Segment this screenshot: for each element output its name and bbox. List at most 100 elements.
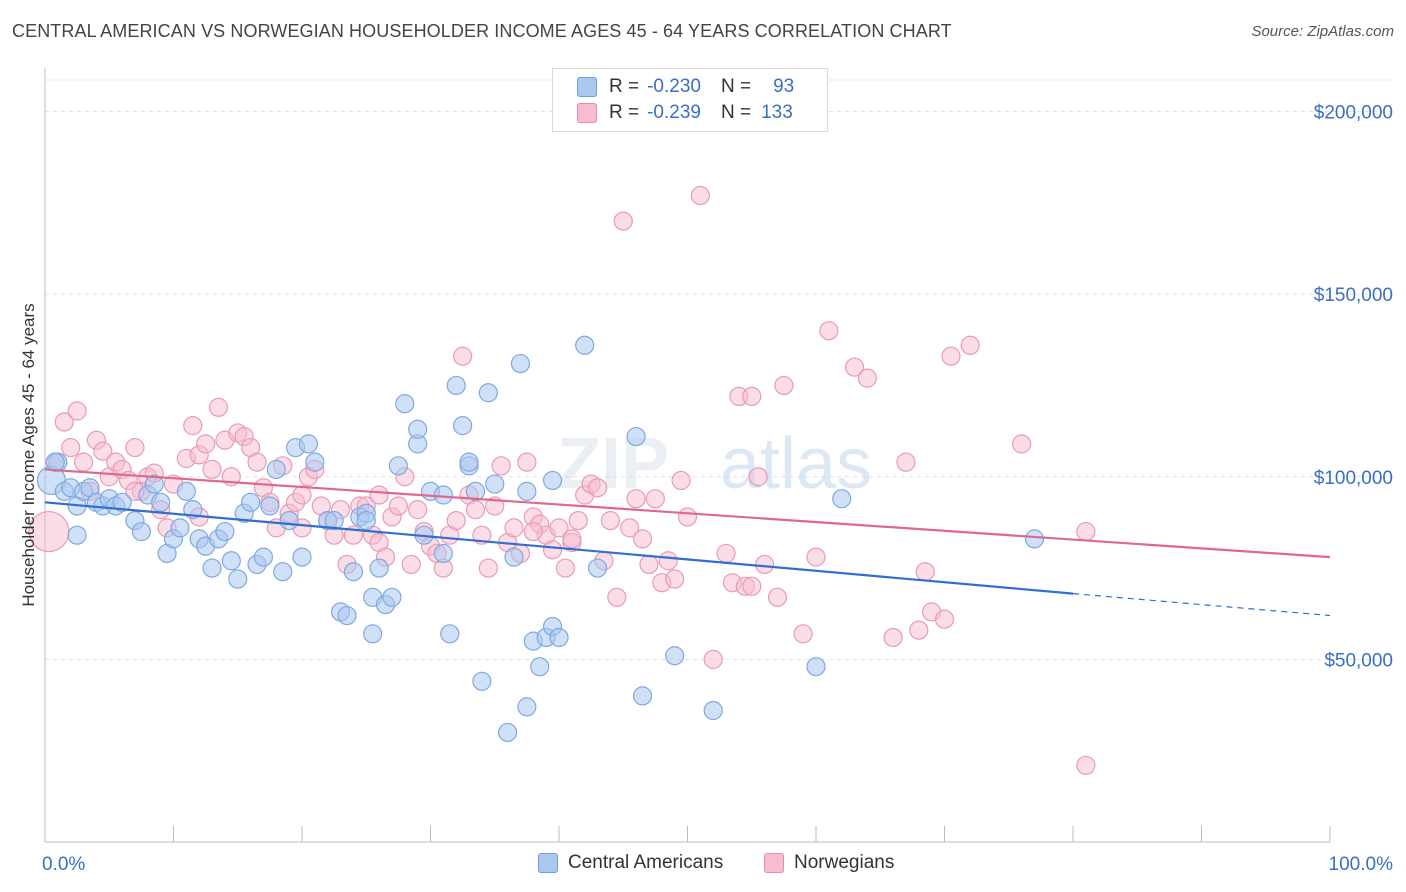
legend-n-label: N = <box>720 76 752 97</box>
legend-swatch-blue <box>577 77 597 97</box>
watermark-atlas: atlas <box>720 424 872 504</box>
legend-n-label: N = <box>720 102 752 123</box>
norwegians-point <box>677 507 698 527</box>
bottom-legend-norwegians: Norwegians <box>764 852 894 874</box>
norwegians-point <box>247 452 267 472</box>
central-americans-point <box>343 562 363 582</box>
legend-n-value: 93 <box>773 76 795 97</box>
central-americans-point <box>542 470 563 491</box>
norwegians-point <box>491 456 511 476</box>
norwegians-point <box>1076 755 1096 775</box>
norwegians-point <box>369 485 389 505</box>
bottom-legend-swatch-blue <box>538 853 558 873</box>
norwegians-point <box>517 452 537 472</box>
x-tick-label-max: 100.0% <box>1329 854 1394 875</box>
central-americans-point <box>433 485 453 505</box>
legend-row-norwegians: R = -0.239 N = 133 <box>577 101 793 125</box>
y-axis-label: Householder Income Ages 45 - 64 years <box>19 303 38 606</box>
central-americans-point <box>112 492 132 512</box>
y-tick-label: $200,000 <box>1314 103 1393 124</box>
norwegians-point <box>208 397 229 417</box>
norwegians-point <box>754 554 775 575</box>
norwegians-point <box>819 321 839 341</box>
norwegians-point <box>54 412 74 432</box>
legend-r-value: -0.230 <box>647 76 701 97</box>
norwegians-point <box>915 562 935 582</box>
central-americans-point <box>832 489 852 509</box>
norwegians-point <box>748 467 768 487</box>
central-americans-point <box>510 353 531 374</box>
norwegians-point <box>465 500 486 520</box>
central-americans-point <box>144 474 164 494</box>
central-americans-point <box>170 518 190 538</box>
gridlines <box>45 79 1395 660</box>
y-tick-label: $50,000 <box>1324 650 1393 671</box>
norwegians-point <box>562 529 582 549</box>
central-americans-point <box>292 547 312 567</box>
central-americans-point <box>459 452 479 472</box>
central-americans-point <box>388 456 408 476</box>
norwegians-point <box>478 558 498 578</box>
norwegians-point <box>549 518 569 538</box>
norwegians-point <box>620 518 640 538</box>
norwegians-point <box>934 609 955 629</box>
central-americans-point <box>298 434 319 454</box>
norwegians-point <box>401 554 421 575</box>
bottom-legend-label: Norwegians <box>794 852 895 873</box>
norwegians-point <box>639 554 659 575</box>
norwegians-point <box>61 437 81 458</box>
central-americans-point <box>433 543 453 564</box>
norwegians-point <box>960 335 980 355</box>
chart-title: CENTRAL AMERICAN VS NORWEGIAN HOUSEHOLDE… <box>12 21 952 41</box>
central-americans-point <box>260 496 280 516</box>
central-americans-point <box>67 525 87 545</box>
norwegians-trend-line <box>44 468 1331 559</box>
central-americans-point <box>221 551 241 571</box>
central-americans-point <box>241 492 261 512</box>
central-americans-point <box>369 558 389 578</box>
central-americans-point <box>363 624 383 644</box>
central-americans-point <box>395 394 415 414</box>
norwegians-point <box>196 434 216 454</box>
norwegians-point <box>388 496 408 516</box>
central-americans-point <box>703 700 723 721</box>
norwegians-point <box>645 489 665 509</box>
norwegians-point <box>183 416 203 436</box>
bottom-legend-central-americans: Central Americans <box>538 852 723 874</box>
legend-r-label: R = <box>609 102 640 123</box>
axes <box>44 68 1331 843</box>
central-americans-point <box>337 605 357 626</box>
central-americans-point <box>517 481 537 501</box>
central-americans-point <box>632 686 653 706</box>
norwegians-point <box>453 346 473 366</box>
norwegians-point <box>896 452 916 472</box>
central-americans-point <box>45 452 65 472</box>
norwegians-point <box>292 485 312 505</box>
central-americans-point <box>1024 529 1045 549</box>
central-americans-point <box>408 419 428 439</box>
norwegians-point <box>504 518 524 538</box>
central-americans-trend-line <box>44 501 1074 595</box>
norwegians-point <box>125 437 145 458</box>
central-americans-point <box>453 416 473 436</box>
central-americans-point <box>356 510 376 531</box>
central-americans-point <box>478 383 498 403</box>
central-americans-point <box>382 587 402 607</box>
central-americans-point <box>485 474 505 494</box>
bottom-legend-label: Central Americans <box>568 852 724 873</box>
central-americans-point <box>498 722 518 743</box>
central-americans-point <box>517 697 537 717</box>
central-americans-point <box>253 547 274 567</box>
norwegians-point <box>632 529 653 549</box>
correlation-legend: R = -0.230 N = 93 R = -0.239 N = 133 <box>552 68 828 132</box>
central-americans-point <box>273 562 293 582</box>
norwegians-point <box>857 368 878 388</box>
central-americans-point <box>215 521 235 542</box>
norwegians-point <box>555 558 576 578</box>
central-americans-point <box>504 547 524 567</box>
norwegians-point <box>73 452 94 472</box>
legend-n-value: 133 <box>761 102 793 123</box>
norwegians-point <box>93 441 113 461</box>
norwegians-point <box>523 521 543 542</box>
